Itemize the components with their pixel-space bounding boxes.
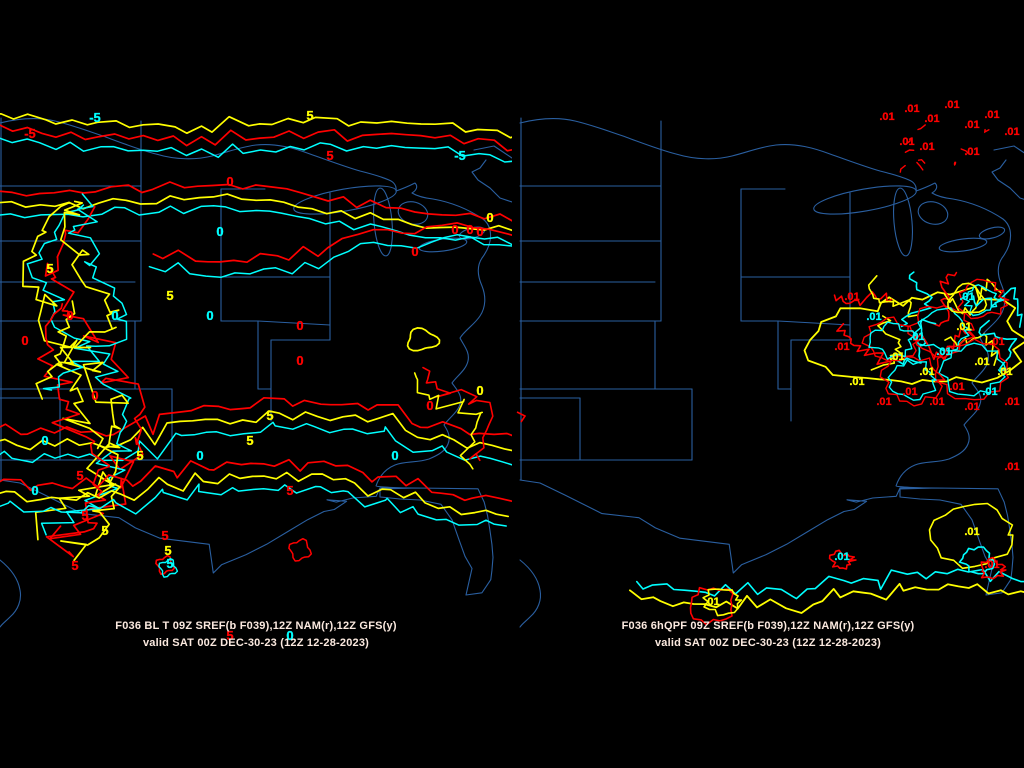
svg-text:.01: .01 xyxy=(984,109,999,121)
svg-text:.01: .01 xyxy=(1004,396,1019,408)
svg-text:.01: .01 xyxy=(899,136,914,148)
svg-text:0: 0 xyxy=(466,222,473,237)
svg-text:.01: .01 xyxy=(974,356,989,368)
svg-text:.01: .01 xyxy=(984,559,999,571)
svg-text:.01: .01 xyxy=(956,321,971,333)
svg-text:.01: .01 xyxy=(904,103,919,115)
svg-text:0: 0 xyxy=(476,224,483,239)
svg-text:0: 0 xyxy=(426,398,433,413)
svg-text:0: 0 xyxy=(226,174,233,189)
svg-text:.01: .01 xyxy=(929,396,944,408)
svg-text:5: 5 xyxy=(266,408,273,423)
svg-text:-5: -5 xyxy=(89,110,101,125)
svg-text:5: 5 xyxy=(166,556,173,571)
svg-text:0: 0 xyxy=(111,308,118,323)
svg-text:0: 0 xyxy=(216,224,223,239)
svg-text:0: 0 xyxy=(411,244,418,259)
svg-text:.01: .01 xyxy=(964,401,979,413)
svg-text:0: 0 xyxy=(296,353,303,368)
svg-text:.01: .01 xyxy=(844,291,859,303)
svg-text:0: 0 xyxy=(196,448,203,463)
svg-text:0: 0 xyxy=(21,333,28,348)
svg-text:0: 0 xyxy=(486,210,493,225)
svg-text:.01: .01 xyxy=(964,119,979,131)
svg-text:0: 0 xyxy=(296,318,303,333)
svg-text:.01: .01 xyxy=(1004,126,1019,138)
svg-text:.01: .01 xyxy=(876,396,891,408)
svg-text:.01: .01 xyxy=(919,366,934,378)
svg-text:0: 0 xyxy=(66,308,73,323)
svg-text:-5: -5 xyxy=(454,148,466,163)
svg-text:5: 5 xyxy=(286,483,293,498)
svg-text:.01: .01 xyxy=(949,381,964,393)
svg-text:.01: .01 xyxy=(866,311,881,323)
svg-text:.01: .01 xyxy=(834,551,849,563)
svg-text:5: 5 xyxy=(161,528,168,543)
svg-text:5: 5 xyxy=(71,558,78,573)
svg-text:.01: .01 xyxy=(879,111,894,123)
svg-text:.01: .01 xyxy=(982,386,997,398)
svg-text:5: 5 xyxy=(246,433,253,448)
svg-text:.01: .01 xyxy=(704,596,719,608)
svg-text:.01: .01 xyxy=(997,366,1012,378)
svg-text:.01: .01 xyxy=(964,526,979,538)
svg-text:0: 0 xyxy=(91,388,98,403)
svg-text:.01: .01 xyxy=(964,146,979,158)
svg-text:.01: .01 xyxy=(924,113,939,125)
svg-text:0: 0 xyxy=(31,483,38,498)
svg-text:.01: .01 xyxy=(909,331,924,343)
svg-text:0: 0 xyxy=(476,383,483,398)
svg-text:0: 0 xyxy=(206,308,213,323)
svg-text:5: 5 xyxy=(46,261,53,276)
svg-text:.01: .01 xyxy=(849,376,864,388)
svg-text:.01: .01 xyxy=(959,291,974,303)
svg-text:5: 5 xyxy=(81,508,88,523)
svg-text:.01: .01 xyxy=(936,346,951,358)
svg-text:.01: .01 xyxy=(889,351,904,363)
svg-text:.01: .01 xyxy=(1004,461,1019,473)
svg-text:.01: .01 xyxy=(989,336,1004,348)
svg-text:.01: .01 xyxy=(919,141,934,153)
svg-text:5: 5 xyxy=(326,148,333,163)
svg-text:0: 0 xyxy=(451,222,458,237)
svg-text:.01: .01 xyxy=(902,386,917,398)
svg-text:.01: .01 xyxy=(834,341,849,353)
svg-text:0: 0 xyxy=(391,448,398,463)
svg-text:.01: .01 xyxy=(944,99,959,111)
svg-text:5: 5 xyxy=(306,108,313,123)
svg-text:5: 5 xyxy=(136,448,143,463)
svg-text:-5: -5 xyxy=(24,126,36,141)
svg-text:5: 5 xyxy=(101,523,108,538)
svg-text:5: 5 xyxy=(166,288,173,303)
svg-text:0: 0 xyxy=(41,433,48,448)
svg-text:5: 5 xyxy=(76,468,83,483)
